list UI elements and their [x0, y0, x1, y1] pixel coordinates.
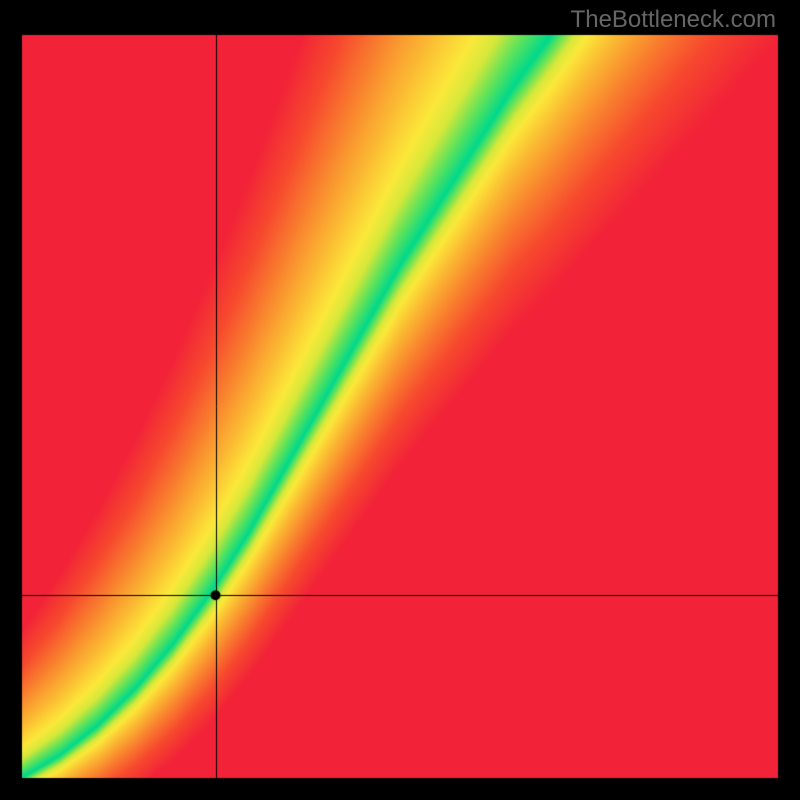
bottleneck-heatmap	[0, 0, 800, 800]
chart-container: TheBottleneck.com	[0, 0, 800, 800]
watermark-text: TheBottleneck.com	[571, 6, 776, 34]
